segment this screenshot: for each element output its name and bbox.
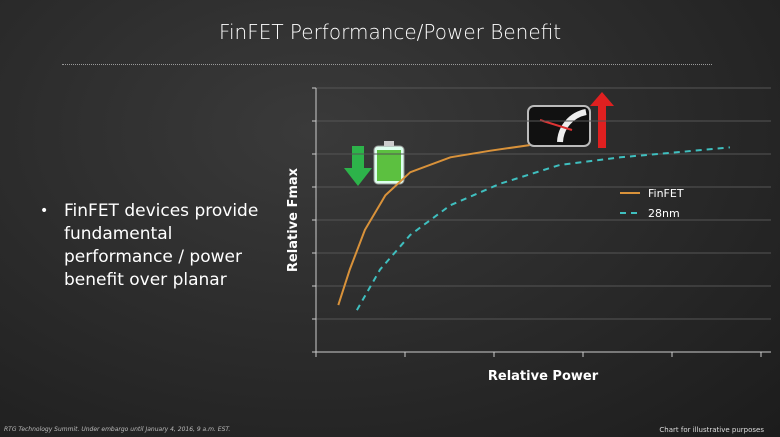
x-axis-label: Relative Power (488, 369, 599, 384)
bullet-text: FinFET devices provide fundamental perfo… (64, 201, 259, 290)
series-line (337, 144, 530, 306)
speedometer-icon (527, 92, 614, 148)
footer-right: Chart for illustrative purposes (659, 426, 764, 434)
legend-label: FinFET (648, 187, 684, 200)
title-rule (62, 64, 712, 65)
battery-icon (344, 141, 405, 186)
y-axis-label: Relative Fmax (286, 167, 301, 272)
chart-title: FinFET Performance/Power Benefit (218, 20, 562, 44)
legend-label: 28nm (648, 207, 680, 220)
bullet-dot: • (40, 203, 49, 219)
footer-left: RTG Technology Summit. Under embargo unt… (4, 426, 231, 433)
